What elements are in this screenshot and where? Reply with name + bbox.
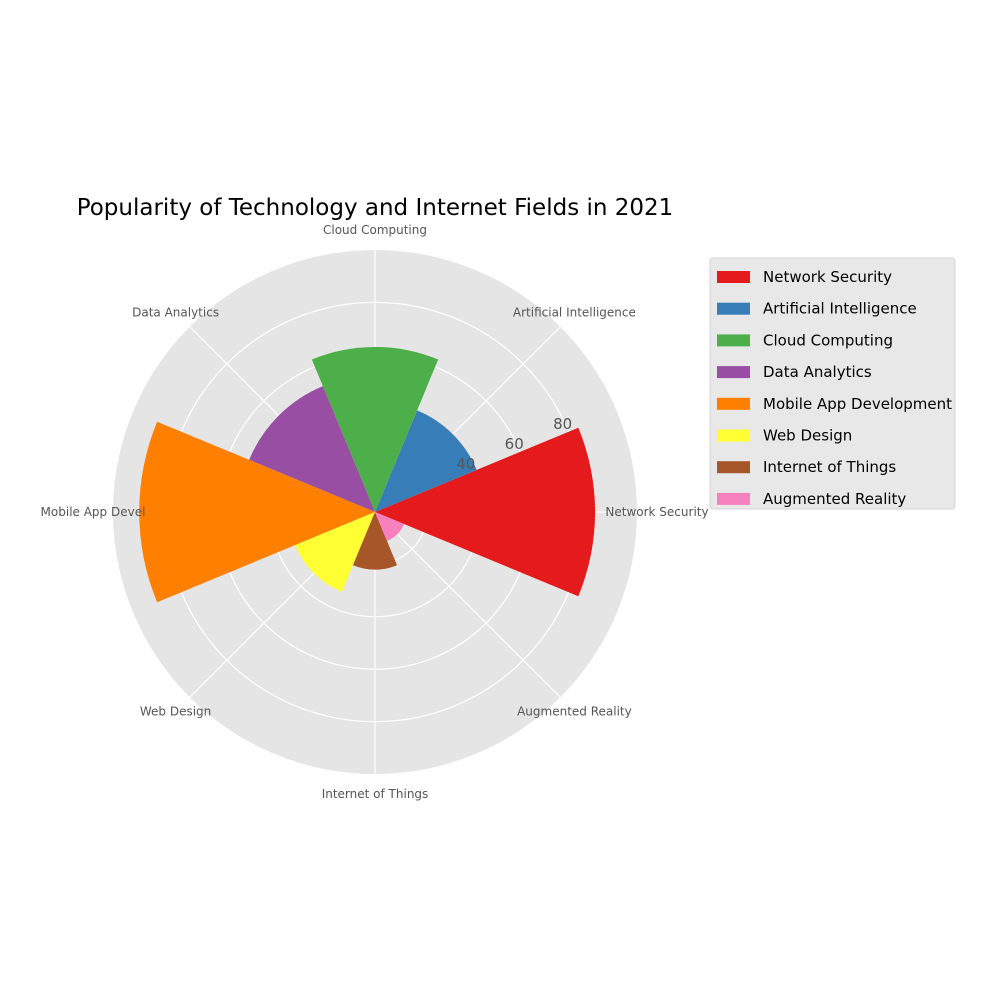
category-label-web-design: Web Design: [140, 704, 211, 718]
bar-internet-of-things: [352, 512, 398, 570]
radial-tick-labels: 40 60 80: [456, 415, 572, 473]
category-label-network-security: Network Security: [605, 505, 708, 519]
legend-swatch: [717, 492, 750, 505]
bar-data-analytics: [249, 386, 375, 512]
category-label-data-analytics: Data Analytics: [132, 306, 219, 320]
category-label-augmented-reality: Augmented Reality: [517, 704, 632, 718]
legend-swatch: [717, 302, 750, 315]
legend-label: Internet of Things: [763, 458, 896, 476]
category-label-cloud-computing: Cloud Computing: [323, 223, 427, 237]
legend-swatch: [717, 271, 750, 283]
legend-swatch: [717, 429, 750, 442]
bar-web-design: [295, 512, 375, 592]
bar-artificial-intelligence: [375, 410, 477, 512]
category-label-internet-of-things: Internet of Things: [322, 787, 429, 801]
legend: Network Security Artificial Intelligence C…: [709, 257, 956, 510]
legend-item-internet-of-things: Internet of Things: [717, 458, 896, 476]
legend-label: Network Security: [763, 268, 892, 286]
legend-swatch: [717, 334, 750, 347]
legend-item-cloud-computing: Cloud Computing: [717, 331, 893, 349]
chart-title: Popularity of Technology and Internet Fi…: [77, 195, 674, 221]
legend-item-data-analytics: Data Analytics: [717, 363, 872, 381]
r-tick-label: 80: [553, 415, 572, 433]
bar-network-security: [375, 427, 596, 597]
legend-swatch: [717, 397, 750, 410]
grid-spoke: [374, 511, 561, 698]
legend-swatch: [717, 366, 750, 379]
legend-item-web-design: Web Design: [717, 427, 852, 445]
category-label-mobile-app-development: Mobile App Devel: [41, 505, 146, 519]
bar-cloud-computing: [311, 346, 439, 512]
legend-label: Data Analytics: [763, 363, 872, 381]
legend-label: Artificial Intelligence: [763, 300, 917, 318]
bar-mobile-app-development: [139, 421, 375, 603]
r-tick-label: 60: [505, 435, 524, 453]
category-labels: Network Security Artificial Intelligence C…: [41, 223, 709, 801]
bars: [139, 346, 596, 603]
legend-label: Augmented Reality: [763, 490, 906, 508]
legend-label: Cloud Computing: [763, 331, 893, 349]
legend-box: [709, 257, 956, 510]
legend-label: Mobile App Development: [763, 395, 952, 413]
bar-augmented-reality: [375, 512, 405, 542]
legend-item-network-security: Network Security: [717, 268, 892, 286]
legend-item-augmented-reality: Augmented Reality: [717, 490, 906, 508]
legend-item-artificial-intelligence: Artificial Intelligence: [717, 300, 917, 318]
r-tick-label: 40: [456, 455, 475, 473]
legend-label: Web Design: [763, 427, 852, 445]
legend-swatch: [717, 461, 750, 474]
category-label-artificial-intelligence: Artificial Intelligence: [513, 306, 636, 320]
legend-item-mobile-app-development: Mobile App Development: [717, 395, 952, 413]
